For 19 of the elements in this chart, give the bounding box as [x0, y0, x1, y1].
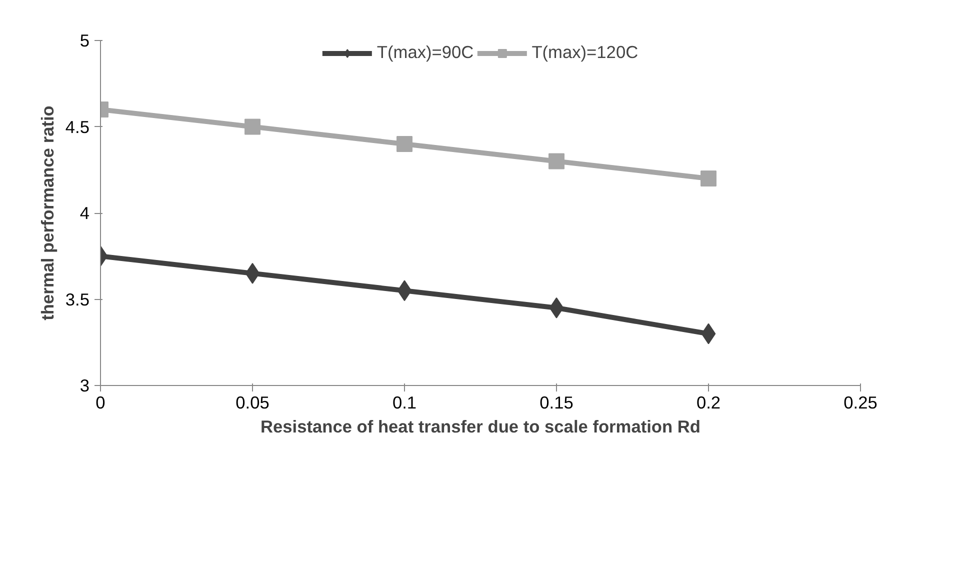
y-tick-label: 5 — [80, 30, 90, 50]
legend-label: T(max)=120C — [532, 42, 638, 63]
y-tick-label: 3.5 — [65, 289, 90, 310]
x-tick-label: 0.2 — [696, 392, 721, 412]
x-tick-label: 0 — [96, 392, 106, 412]
point — [396, 136, 412, 152]
y-tick-label: 4.5 — [65, 116, 90, 137]
legend-label: T(max)=90C — [376, 42, 474, 63]
y-axis-title: thermal performance ratio — [37, 106, 58, 320]
x-tick-label: 0.1 — [392, 392, 417, 412]
x-tick-label: 0.25 — [844, 392, 878, 412]
y-tick-label: 3 — [80, 376, 90, 396]
x-tick-label: 0.05 — [236, 392, 270, 412]
x-axis-title: Resistance of heat transfer due to scale formation Rd — [260, 416, 701, 436]
point — [548, 153, 564, 170]
y-tick-label: 4 — [80, 203, 90, 223]
x-tick-label: 0.15 — [540, 392, 574, 412]
point — [700, 170, 716, 186]
point — [244, 118, 260, 135]
